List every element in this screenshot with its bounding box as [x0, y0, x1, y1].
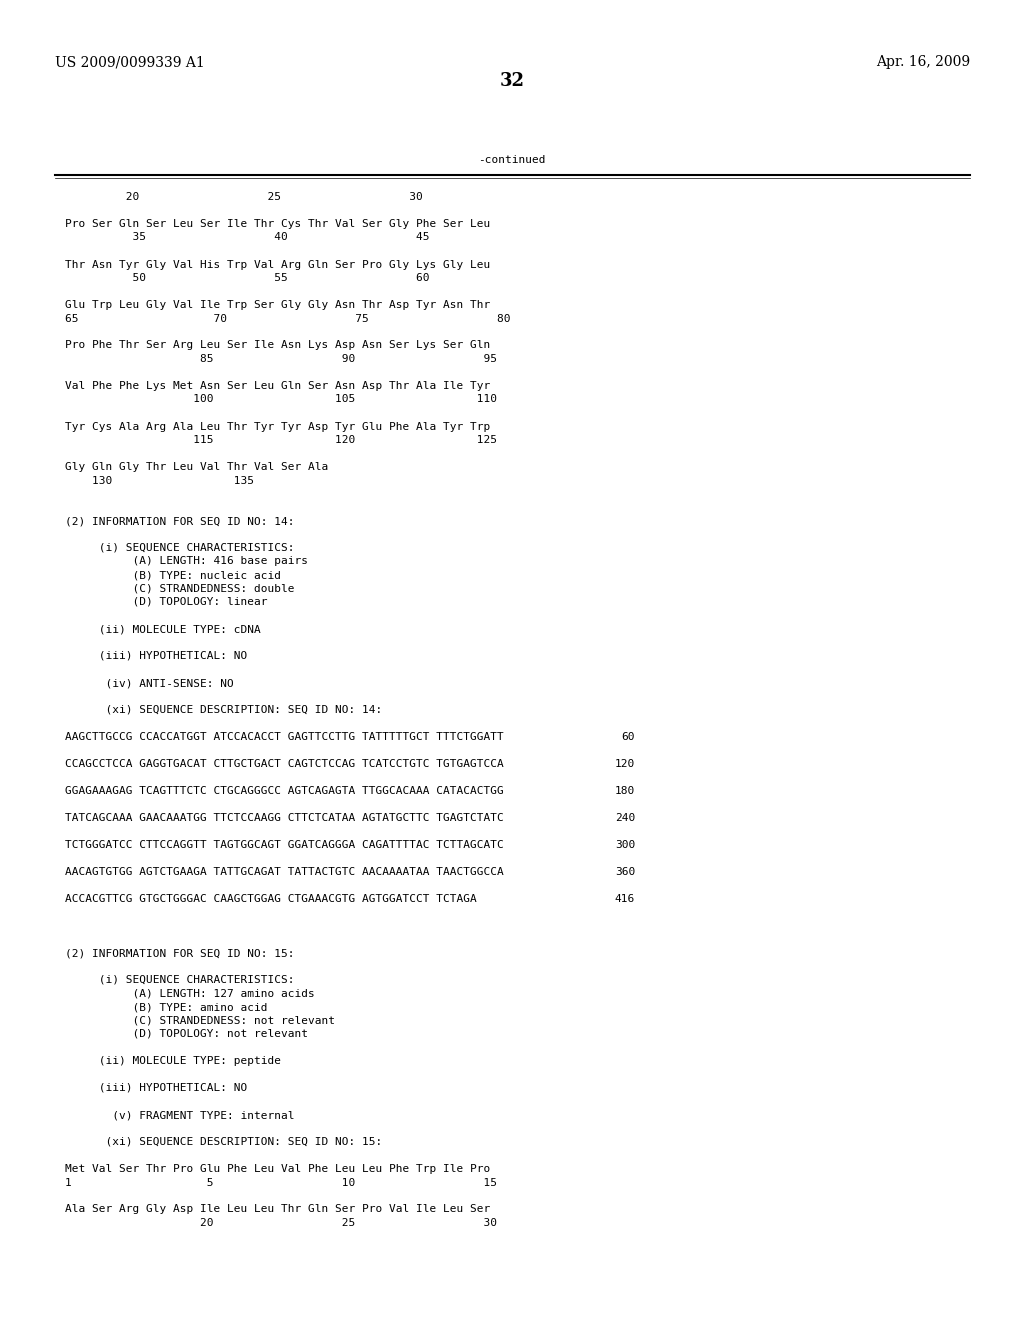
- Text: (iii) HYPOTHETICAL: NO: (iii) HYPOTHETICAL: NO: [65, 1082, 247, 1093]
- Text: AACAGTGTGG AGTCTGAAGA TATTGCAGAT TATTACTGTC AACAAAATAA TAACTGGCCA: AACAGTGTGG AGTCTGAAGA TATTGCAGAT TATTACT…: [65, 867, 504, 876]
- Text: CCAGCCTCCA GAGGTGACAT CTTGCTGACT CAGTCTCCAG TCATCCTGTC TGTGAGTCCA: CCAGCCTCCA GAGGTGACAT CTTGCTGACT CAGTCTC…: [65, 759, 504, 770]
- Text: (iii) HYPOTHETICAL: NO: (iii) HYPOTHETICAL: NO: [65, 651, 247, 661]
- Text: (A) LENGTH: 416 base pairs: (A) LENGTH: 416 base pairs: [65, 557, 308, 566]
- Text: 65                    70                   75                   80: 65 70 75 80: [65, 314, 511, 323]
- Text: (iv) ANTI-SENSE: NO: (iv) ANTI-SENSE: NO: [65, 678, 233, 688]
- Text: Val Phe Phe Lys Met Asn Ser Leu Gln Ser Asn Asp Thr Ala Ile Tyr: Val Phe Phe Lys Met Asn Ser Leu Gln Ser …: [65, 381, 490, 391]
- Text: TCTGGGATCC CTTCCAGGTT TAGTGGCAGT GGATCAGGGA CAGATTTTAC TCTTAGCATC: TCTGGGATCC CTTCCAGGTT TAGTGGCAGT GGATCAG…: [65, 840, 504, 850]
- Text: (ii) MOLECULE TYPE: cDNA: (ii) MOLECULE TYPE: cDNA: [65, 624, 261, 634]
- Text: 416: 416: [614, 894, 635, 904]
- Text: (C) STRANDEDNESS: double: (C) STRANDEDNESS: double: [65, 583, 295, 594]
- Text: 360: 360: [614, 867, 635, 876]
- Text: Thr Asn Tyr Gly Val His Trp Val Arg Gln Ser Pro Gly Lys Gly Leu: Thr Asn Tyr Gly Val His Trp Val Arg Gln …: [65, 260, 490, 269]
- Text: GGAGAAAGAG TCAGTTTCTC CTGCAGGGCC AGTCAGAGTA TTGGCACAAA CATACACTGG: GGAGAAAGAG TCAGTTTCTC CTGCAGGGCC AGTCAGA…: [65, 785, 504, 796]
- Text: (i) SEQUENCE CHARACTERISTICS:: (i) SEQUENCE CHARACTERISTICS:: [65, 975, 295, 985]
- Text: 60: 60: [622, 733, 635, 742]
- Text: (A) LENGTH: 127 amino acids: (A) LENGTH: 127 amino acids: [65, 989, 314, 998]
- Text: (B) TYPE: nucleic acid: (B) TYPE: nucleic acid: [65, 570, 281, 579]
- Text: TATCAGCAAA GAACAAATGG TTCTCCAAGG CTTCTCATAA AGTATGCTTC TGAGTCTATC: TATCAGCAAA GAACAAATGG TTCTCCAAGG CTTCTCA…: [65, 813, 504, 822]
- Text: (B) TYPE: amino acid: (B) TYPE: amino acid: [65, 1002, 267, 1012]
- Text: -continued: -continued: [478, 154, 546, 165]
- Text: Ala Ser Arg Gly Asp Ile Leu Leu Thr Gln Ser Pro Val Ile Leu Ser: Ala Ser Arg Gly Asp Ile Leu Leu Thr Gln …: [65, 1204, 490, 1214]
- Text: (i) SEQUENCE CHARACTERISTICS:: (i) SEQUENCE CHARACTERISTICS:: [65, 543, 295, 553]
- Text: 115                  120                  125: 115 120 125: [65, 436, 497, 445]
- Text: 1                    5                   10                   15: 1 5 10 15: [65, 1177, 497, 1188]
- Text: 20                   25                   30: 20 25 30: [65, 1218, 497, 1228]
- Text: Tyr Cys Ala Arg Ala Leu Thr Tyr Tyr Asp Tyr Glu Phe Ala Tyr Trp: Tyr Cys Ala Arg Ala Leu Thr Tyr Tyr Asp …: [65, 421, 490, 432]
- Text: (v) FRAGMENT TYPE: internal: (v) FRAGMENT TYPE: internal: [65, 1110, 295, 1119]
- Text: Glu Trp Leu Gly Val Ile Trp Ser Gly Gly Asn Thr Asp Tyr Asn Thr: Glu Trp Leu Gly Val Ile Trp Ser Gly Gly …: [65, 300, 490, 310]
- Text: 120: 120: [614, 759, 635, 770]
- Text: Pro Phe Thr Ser Arg Leu Ser Ile Asn Lys Asp Asn Ser Lys Ser Gln: Pro Phe Thr Ser Arg Leu Ser Ile Asn Lys …: [65, 341, 490, 351]
- Text: (D) TOPOLOGY: linear: (D) TOPOLOGY: linear: [65, 597, 267, 607]
- Text: 130                  135: 130 135: [65, 475, 254, 486]
- Text: (2) INFORMATION FOR SEQ ID NO: 15:: (2) INFORMATION FOR SEQ ID NO: 15:: [65, 948, 295, 958]
- Text: AAGCTTGCCG CCACCATGGT ATCCACACCT GAGTTCCTTG TATTTTTGCT TTTCTGGATT: AAGCTTGCCG CCACCATGGT ATCCACACCT GAGTTCC…: [65, 733, 504, 742]
- Text: 180: 180: [614, 785, 635, 796]
- Text: 240: 240: [614, 813, 635, 822]
- Text: (xi) SEQUENCE DESCRIPTION: SEQ ID NO: 15:: (xi) SEQUENCE DESCRIPTION: SEQ ID NO: 15…: [65, 1137, 382, 1147]
- Text: 50                   55                   60: 50 55 60: [65, 273, 429, 282]
- Text: Met Val Ser Thr Pro Glu Phe Leu Val Phe Leu Leu Phe Trp Ile Pro: Met Val Ser Thr Pro Glu Phe Leu Val Phe …: [65, 1164, 490, 1173]
- Text: (ii) MOLECULE TYPE: peptide: (ii) MOLECULE TYPE: peptide: [65, 1056, 281, 1067]
- Text: 20                   25                   30: 20 25 30: [65, 191, 423, 202]
- Text: Pro Ser Gln Ser Leu Ser Ile Thr Cys Thr Val Ser Gly Phe Ser Leu: Pro Ser Gln Ser Leu Ser Ile Thr Cys Thr …: [65, 219, 490, 228]
- Text: ACCACGTTCG GTGCTGGGAC CAAGCTGGAG CTGAAACGTG AGTGGATCCT TCTAGA: ACCACGTTCG GTGCTGGGAC CAAGCTGGAG CTGAAAC…: [65, 894, 477, 904]
- Text: 300: 300: [614, 840, 635, 850]
- Text: (D) TOPOLOGY: not relevant: (D) TOPOLOGY: not relevant: [65, 1030, 308, 1039]
- Text: Gly Gln Gly Thr Leu Val Thr Val Ser Ala: Gly Gln Gly Thr Leu Val Thr Val Ser Ala: [65, 462, 329, 473]
- Text: 85                   90                   95: 85 90 95: [65, 354, 497, 364]
- Text: US 2009/0099339 A1: US 2009/0099339 A1: [55, 55, 205, 69]
- Text: 35                   40                   45: 35 40 45: [65, 232, 429, 243]
- Text: (C) STRANDEDNESS: not relevant: (C) STRANDEDNESS: not relevant: [65, 1015, 335, 1026]
- Text: Apr. 16, 2009: Apr. 16, 2009: [876, 55, 970, 69]
- Text: (xi) SEQUENCE DESCRIPTION: SEQ ID NO: 14:: (xi) SEQUENCE DESCRIPTION: SEQ ID NO: 14…: [65, 705, 382, 715]
- Text: 100                  105                  110: 100 105 110: [65, 395, 497, 404]
- Text: 32: 32: [500, 73, 524, 90]
- Text: (2) INFORMATION FOR SEQ ID NO: 14:: (2) INFORMATION FOR SEQ ID NO: 14:: [65, 516, 295, 525]
